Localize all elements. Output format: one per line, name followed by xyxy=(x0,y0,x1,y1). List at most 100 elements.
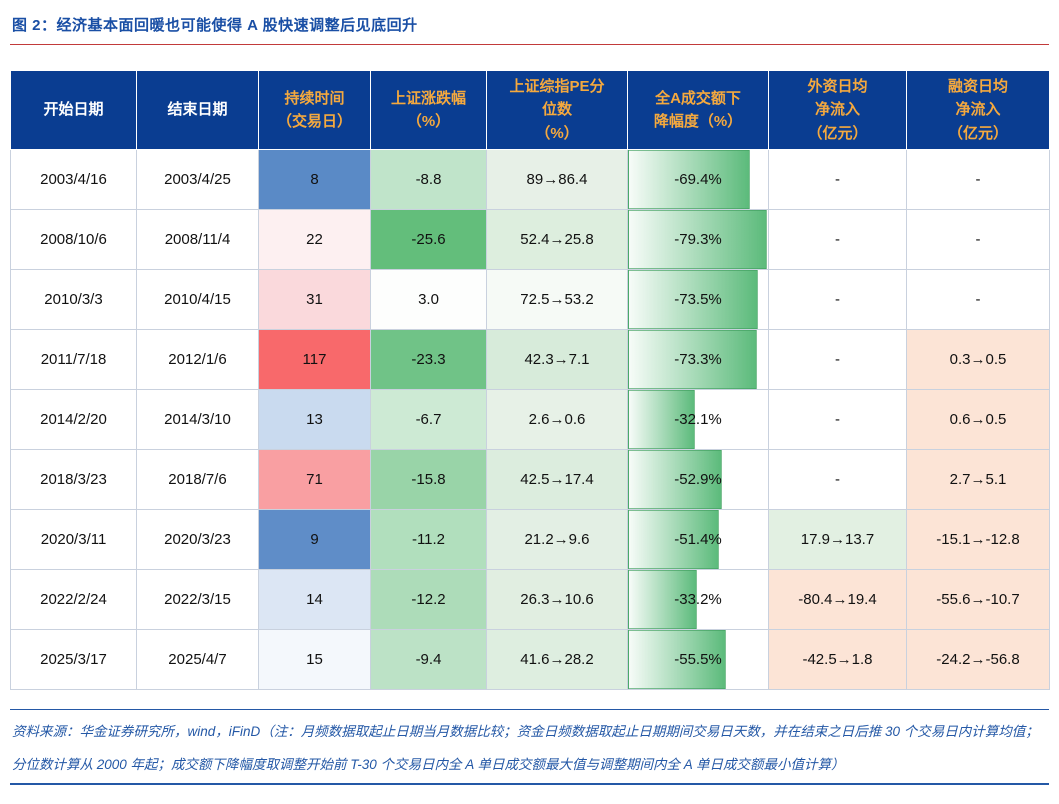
sse-change-cell: -12.2 xyxy=(370,568,487,630)
duration-cell: 8 xyxy=(258,148,371,210)
turnover-value: -32.1% xyxy=(674,410,722,428)
duration-cell: 31 xyxy=(258,268,371,330)
turnover-data-bar xyxy=(628,150,750,209)
foreign-inflow-cell: - xyxy=(768,448,907,510)
duration-cell: 13 xyxy=(258,388,371,450)
sse-change-cell: 3.0 xyxy=(370,268,487,330)
table-row: 2025/3/17 2025/4/7 15 -9.4 41.6→28.2 -55.5% -4… xyxy=(10,628,1050,690)
margin-inflow-cell: 0.6→0.5 xyxy=(906,388,1050,450)
pe-percentile-cell: 26.3→10.6 xyxy=(486,568,628,630)
turnover-data-bar xyxy=(628,570,697,629)
col-header-sse-change: 上证涨跌幅 （%） xyxy=(370,70,487,150)
pe-percentile-cell: 41.6→28.2 xyxy=(486,628,628,690)
end-date-cell: 2018/7/6 xyxy=(136,448,259,510)
turnover-value: -52.9% xyxy=(674,470,722,488)
sse-change-cell: -11.2 xyxy=(370,508,487,570)
turnover-value: -69.4% xyxy=(674,170,722,188)
end-date-cell: 2020/3/23 xyxy=(136,508,259,570)
col-header-turnover-decline: 全A成交额下 降幅度（%） xyxy=(627,70,769,150)
duration-cell: 71 xyxy=(258,448,371,510)
duration-cell: 117 xyxy=(258,328,371,390)
col-header-foreign-inflow: 外资日均 净流入 （亿元） xyxy=(768,70,907,150)
end-date-cell: 2025/4/7 xyxy=(136,628,259,690)
turnover-data-bar xyxy=(628,390,696,449)
header-row: 开始日期 结束日期 持续时间 （交易日） 上证涨跌幅 （%） 上证综指PE分 位… xyxy=(10,70,1050,150)
turnover-decline-cell: -79.3% xyxy=(627,208,769,270)
start-date-cell: 2025/3/17 xyxy=(10,628,137,690)
table-row: 2020/3/11 2020/3/23 9 -11.2 21.2→9.6 -51.4% 17… xyxy=(10,508,1050,570)
turnover-decline-cell: -73.5% xyxy=(627,268,769,330)
sse-change-cell: -15.8 xyxy=(370,448,487,510)
figure-title: 图 2：经济基本面回暖也可能使得 A 股快速调整后见底回升 xyxy=(12,17,418,34)
sse-change-cell: -9.4 xyxy=(370,628,487,690)
margin-inflow-cell: -55.6→-10.7 xyxy=(906,568,1050,630)
margin-inflow-cell: -24.2→-56.8 xyxy=(906,628,1050,690)
turnover-decline-cell: -73.3% xyxy=(627,328,769,390)
foreign-inflow-cell: -80.4→19.4 xyxy=(768,568,907,630)
end-date-cell: 2014/3/10 xyxy=(136,388,259,450)
foreign-inflow-cell: - xyxy=(768,268,907,330)
table-row: 2014/2/20 2014/3/10 13 -6.7 2.6→0.6 -32.1% -0.… xyxy=(10,388,1050,450)
turnover-value: -33.2% xyxy=(674,590,722,608)
sse-change-cell: -6.7 xyxy=(370,388,487,450)
start-date-cell: 2008/10/6 xyxy=(10,208,137,270)
turnover-data-bar xyxy=(628,330,757,389)
start-date-cell: 2011/7/18 xyxy=(10,328,137,390)
turnover-value: -51.4% xyxy=(674,530,722,548)
turnover-decline-cell: -51.4% xyxy=(627,508,769,570)
foreign-inflow-cell: - xyxy=(768,208,907,270)
table-row: 2022/2/24 2022/3/15 14 -12.2 26.3→10.6 -33.2%… xyxy=(10,568,1050,630)
margin-inflow-cell: - xyxy=(906,268,1050,330)
sse-change-cell: -23.3 xyxy=(370,328,487,390)
col-header-duration: 持续时间 （交易日） xyxy=(258,70,371,150)
turnover-data-bar xyxy=(628,510,719,569)
table-row: 2010/3/3 2010/4/15 31 3.0 72.5→53.2 -73.5% - - xyxy=(10,268,1050,330)
source-note: 资料来源：华金证券研究所，wind，iFinD（注：月频数据取起止日期当月数据比… xyxy=(12,723,1039,772)
start-date-cell: 2003/4/16 xyxy=(10,148,137,210)
pe-percentile-cell: 89→86.4 xyxy=(486,148,628,210)
margin-inflow-cell: - xyxy=(906,148,1050,210)
duration-cell: 9 xyxy=(258,508,371,570)
duration-cell: 15 xyxy=(258,628,371,690)
pe-percentile-cell: 42.5→17.4 xyxy=(486,448,628,510)
end-date-cell: 2012/1/6 xyxy=(136,328,259,390)
turnover-data-bar xyxy=(628,450,722,509)
turnover-data-bar xyxy=(628,630,726,689)
table-header: 开始日期 结束日期 持续时间 （交易日） 上证涨跌幅 （%） 上证综指PE分 位… xyxy=(10,70,1050,150)
col-header-end-date: 结束日期 xyxy=(136,70,259,150)
foreign-inflow-cell: 17.9→13.7 xyxy=(768,508,907,570)
margin-inflow-cell: - xyxy=(906,208,1050,270)
pe-percentile-cell: 42.3→7.1 xyxy=(486,328,628,390)
col-header-margin-inflow: 融资日均 净流入 （亿元） xyxy=(906,70,1050,150)
foreign-inflow-cell: - xyxy=(768,148,907,210)
sse-change-cell: -8.8 xyxy=(370,148,487,210)
turnover-decline-cell: -32.1% xyxy=(627,388,769,450)
start-date-cell: 2020/3/11 xyxy=(10,508,137,570)
foreign-inflow-cell: - xyxy=(768,388,907,450)
pe-percentile-cell: 21.2→9.6 xyxy=(486,508,628,570)
figure-table: 开始日期 结束日期 持续时间 （交易日） 上证涨跌幅 （%） 上证综指PE分 位… xyxy=(10,70,1050,690)
sse-change-cell: -25.6 xyxy=(370,208,487,270)
turnover-data-bar xyxy=(628,210,767,269)
start-date-cell: 2014/2/20 xyxy=(10,388,137,450)
start-date-cell: 2018/3/23 xyxy=(10,448,137,510)
turnover-decline-cell: -52.9% xyxy=(627,448,769,510)
turnover-value: -73.5% xyxy=(674,290,722,308)
margin-inflow-cell: 0.3→0.5 xyxy=(906,328,1050,390)
title-divider xyxy=(10,44,1049,45)
start-date-cell: 2010/3/3 xyxy=(10,268,137,330)
start-date-cell: 2022/2/24 xyxy=(10,568,137,630)
end-date-cell: 2010/4/15 xyxy=(136,268,259,330)
pe-percentile-cell: 52.4→25.8 xyxy=(486,208,628,270)
turnover-decline-cell: -33.2% xyxy=(627,568,769,630)
margin-inflow-cell: -15.1→-12.8 xyxy=(906,508,1050,570)
turnover-value: -79.3% xyxy=(674,230,722,248)
turnover-decline-cell: -69.4% xyxy=(627,148,769,210)
pe-percentile-cell: 72.5→53.2 xyxy=(486,268,628,330)
turnover-value: -55.5% xyxy=(674,650,722,668)
end-date-cell: 2008/11/4 xyxy=(136,208,259,270)
turnover-decline-cell: -55.5% xyxy=(627,628,769,690)
end-date-cell: 2022/3/15 xyxy=(136,568,259,630)
report-page: 图 2：经济基本面回暖也可能使得 A 股快速调整后见底回升 开始日期 结束日期 … xyxy=(10,17,1050,785)
table-body: 2003/4/16 2003/4/25 8 -8.8 89→86.4 -69.4% - -20… xyxy=(10,148,1050,690)
